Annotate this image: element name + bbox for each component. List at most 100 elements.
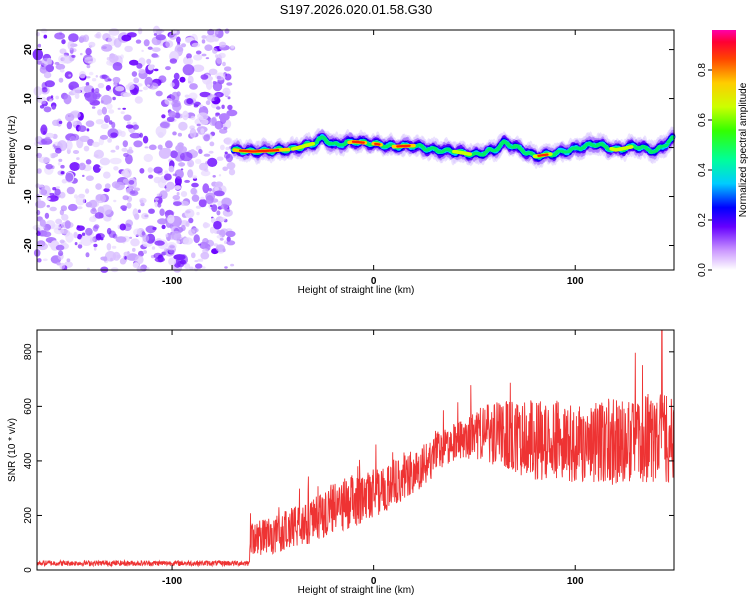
noise-blob <box>171 230 182 241</box>
noise-blob <box>86 64 91 69</box>
noise-blob <box>40 28 48 34</box>
y-tick-label: 600 <box>23 398 34 415</box>
noise-blob <box>200 74 209 80</box>
noise-blob <box>147 84 151 87</box>
noise-blob <box>216 93 221 98</box>
noise-blob <box>78 162 86 171</box>
noise-blob <box>59 48 67 54</box>
noise-blob <box>49 192 55 196</box>
noise-blob <box>176 36 181 44</box>
noise-blob <box>184 263 191 270</box>
noise-blob <box>136 266 144 273</box>
noise-blob <box>173 254 186 261</box>
y-tick-label: -20 <box>23 238 34 253</box>
noise-blob <box>37 43 42 48</box>
noise-blob <box>85 175 94 181</box>
noise-blob <box>184 179 191 183</box>
noise-blob <box>80 52 83 56</box>
noise-blob <box>214 186 220 192</box>
noise-blob <box>55 95 59 100</box>
noise-blob <box>49 206 57 212</box>
noise-blob <box>180 43 187 48</box>
noise-blob <box>153 33 158 36</box>
noise-blob <box>76 225 81 229</box>
noise-blob <box>101 106 107 115</box>
noise-blob <box>212 47 218 54</box>
noise-blob <box>103 256 108 262</box>
x-tick-label: 100 <box>567 276 584 287</box>
noise-blob <box>200 196 205 200</box>
noise-blob <box>192 64 205 73</box>
noise-blob <box>166 116 175 123</box>
noise-blob <box>43 34 48 39</box>
noise-blob <box>144 146 149 149</box>
noise-blob <box>84 91 98 102</box>
noise-blob <box>93 247 97 251</box>
noise-blob <box>92 164 101 173</box>
noise-blob <box>191 252 196 259</box>
noise-blob <box>113 83 118 87</box>
noise-blob <box>221 199 227 204</box>
noise-blob <box>227 96 231 100</box>
noise-blob <box>153 166 163 174</box>
noise-blob <box>190 115 196 120</box>
noise-blob <box>215 244 226 253</box>
noise-blob <box>193 54 203 61</box>
noise-blob <box>34 136 42 143</box>
ridge-hot-mark <box>629 145 634 149</box>
spectrogram-y-ticks: -20 -10 0 10 20 <box>23 44 674 253</box>
noise-blob <box>186 98 194 105</box>
noise-blob <box>113 38 122 48</box>
noise-blob <box>208 150 214 154</box>
noise-blob <box>44 80 55 88</box>
noise-blob <box>159 121 170 129</box>
noise-blob <box>156 193 162 197</box>
noise-blob <box>224 266 228 269</box>
noise-blob <box>122 140 128 148</box>
noise-blob <box>133 187 141 192</box>
y-tick-label: -10 <box>23 189 34 204</box>
noise-blob <box>138 89 143 92</box>
noise-blob <box>59 209 65 216</box>
noise-blob <box>211 204 218 212</box>
noise-blob <box>192 175 198 180</box>
noise-blob <box>196 123 201 127</box>
noise-blob <box>216 235 223 239</box>
noise-blob <box>126 202 132 209</box>
noise-blob <box>82 174 85 177</box>
noise-blob <box>85 227 93 236</box>
noise-blob <box>123 114 132 121</box>
noise-blob <box>196 211 200 216</box>
noise-blob <box>131 71 138 77</box>
noise-blob <box>39 219 46 227</box>
noise-blob <box>119 223 127 231</box>
noise-blob <box>172 102 182 112</box>
noise-blob <box>132 208 139 218</box>
noise-blob <box>205 192 216 201</box>
noise-blob <box>198 198 207 208</box>
noise-blob <box>169 58 178 64</box>
noise-blob <box>227 104 233 111</box>
noise-blob <box>190 187 197 195</box>
noise-blob <box>124 45 133 53</box>
noise-blob <box>124 256 127 260</box>
noise-blob <box>201 39 206 44</box>
noise-blob <box>211 198 219 203</box>
noise-blob <box>57 162 61 166</box>
noise-blob <box>72 150 80 154</box>
noise-blob <box>133 77 140 84</box>
noise-blob <box>99 157 111 166</box>
noise-blob <box>143 250 147 254</box>
noise-blob <box>134 96 143 104</box>
noise-blob <box>193 234 200 244</box>
noise-blob <box>161 114 166 119</box>
noise-blob <box>83 85 94 94</box>
noise-blob <box>108 230 117 238</box>
y-tick-label: 0 <box>23 567 34 573</box>
noise-blob <box>36 168 42 174</box>
noise-blob <box>128 180 135 185</box>
ridge-mark <box>643 145 649 148</box>
ridge-mark <box>567 150 572 153</box>
ridge-mark <box>497 145 502 148</box>
noise-blob <box>92 225 99 232</box>
